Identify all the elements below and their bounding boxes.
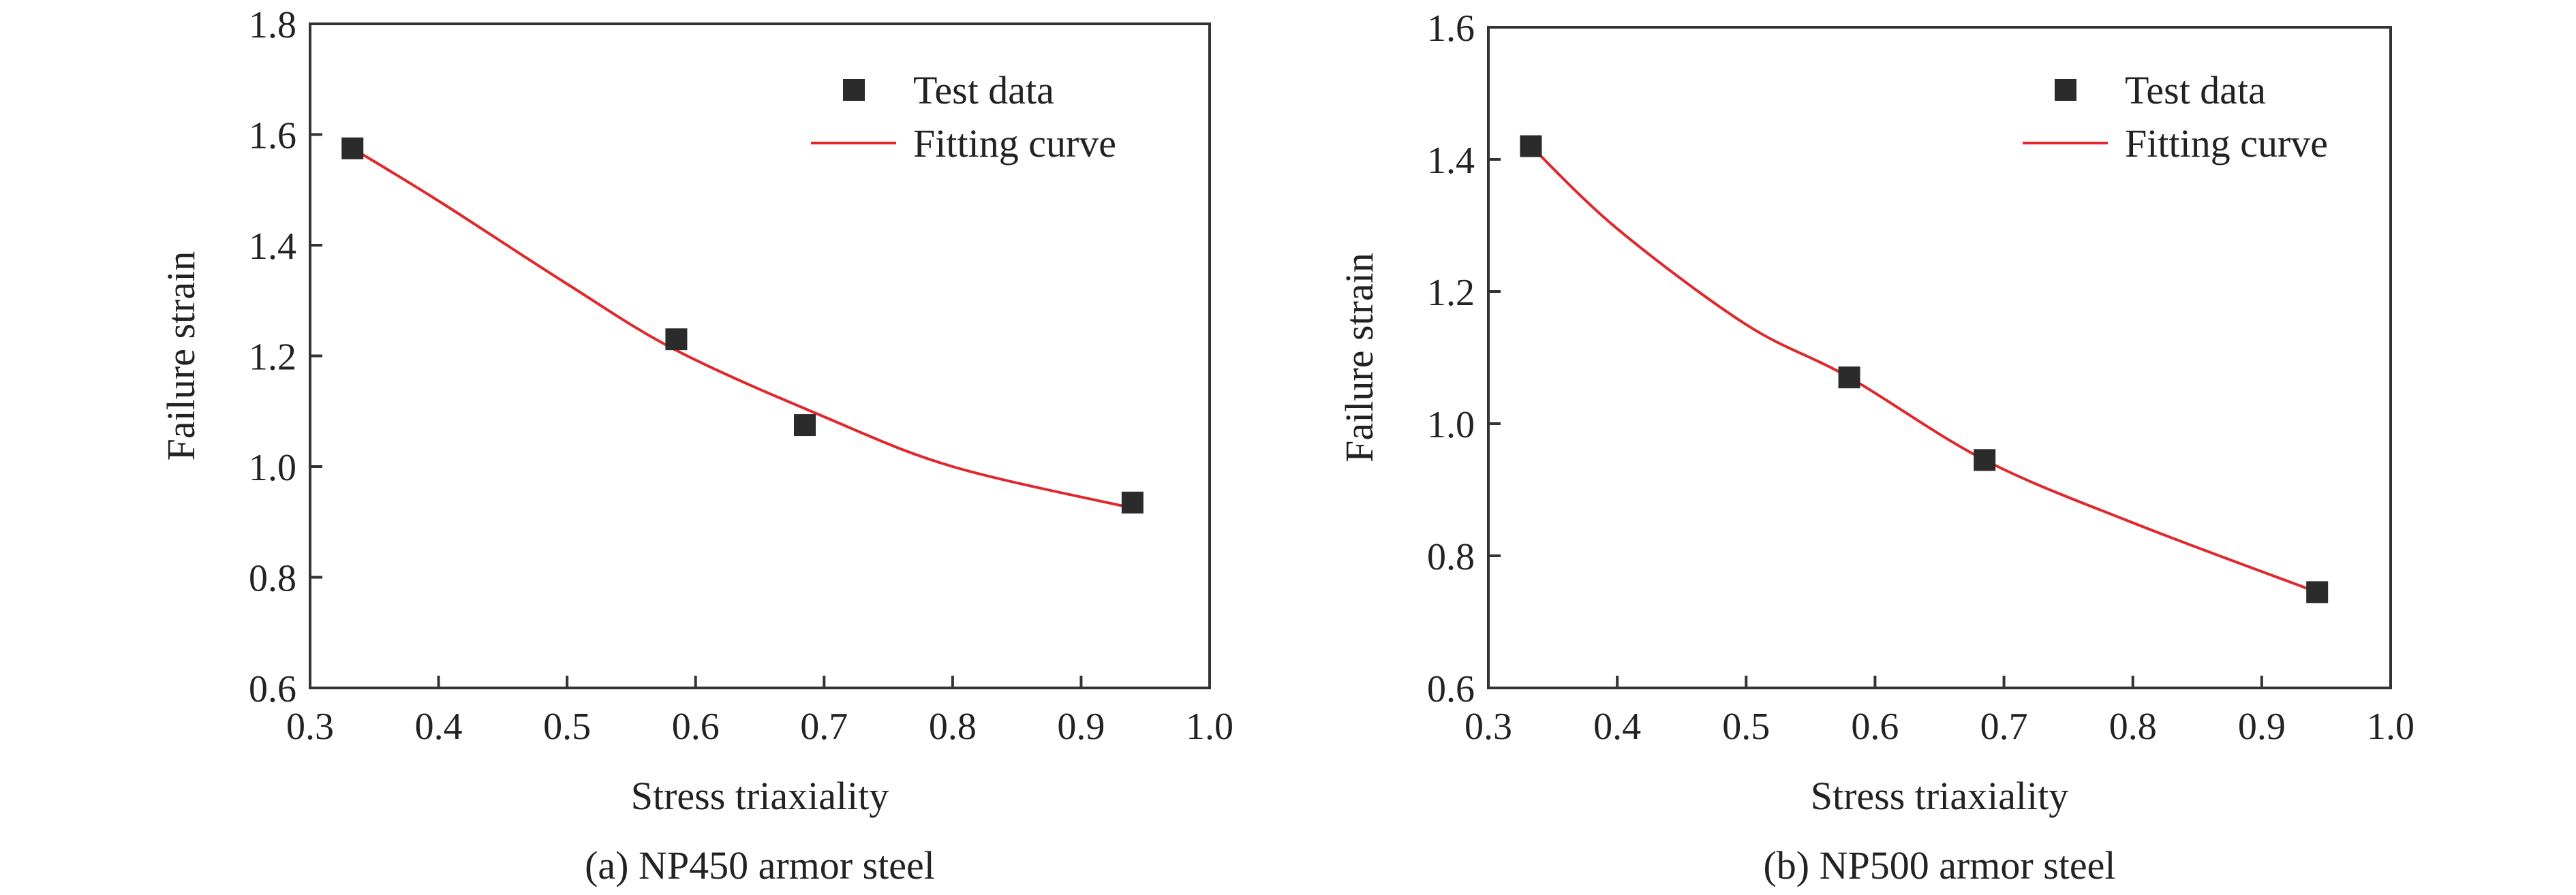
x-tick-label: 0.3 [286, 706, 334, 748]
y-tick-label: 1.4 [1427, 140, 1475, 182]
test-data-point [1974, 449, 1996, 471]
x-tick-label: 0.8 [929, 706, 977, 748]
x-tick-label: 0.4 [1593, 706, 1641, 748]
y-tick-label: 1.6 [1427, 7, 1475, 50]
legend-marker-test-data [843, 79, 865, 101]
y-axis-title: Failure strain [1337, 253, 1381, 462]
x-tick-label: 0.5 [543, 706, 591, 748]
x-tick-label: 0.8 [2109, 706, 2157, 748]
x-tick-label: 0.6 [672, 706, 720, 748]
x-tick-label: 0.9 [1057, 706, 1105, 748]
y-tick-label: 1.6 [249, 115, 296, 157]
y-tick-label: 0.6 [249, 668, 296, 710]
y-tick-label: 1.2 [249, 336, 296, 379]
legend-marker-test-data [2055, 79, 2076, 101]
test-data-point [1838, 366, 1860, 389]
chart-caption: (b) NP500 armor steel [1763, 843, 2115, 888]
plot-frame [1487, 26, 2392, 689]
x-tick-label: 0.6 [1851, 706, 1899, 748]
test-data-point [1121, 491, 1144, 514]
legend-label-test-data: Test data [913, 68, 1054, 112]
chart-a-np450: 0.3 0.4 0.5 0.6 0.7 0.8 0.9 1.0 0.6 0.8 1.0 1.2 1.4 1… [159, 4, 1233, 888]
y-axis-title: Failure strain [159, 251, 203, 461]
test-data-point [1520, 135, 1542, 157]
y-tick-label: 0.6 [1427, 668, 1475, 710]
test-data-point [2306, 581, 2329, 603]
test-data-point [794, 414, 816, 437]
legend-label-fitting-curve: Fitting curve [913, 121, 1116, 166]
x-axis-title: Stress triaxiality [631, 774, 889, 818]
fitting-curve [352, 147, 1133, 509]
x-tick-label: 0.7 [1980, 706, 2028, 748]
legend-label-test-data: Test data [2125, 68, 2266, 112]
chart-b-np500: 0.3 0.4 0.5 0.6 0.7 0.8 0.9 1.0 0.6 0.8 1.0 1.2 1.4 1… [1337, 7, 2414, 888]
x-tick-label: 1.0 [1186, 706, 1233, 748]
test-data-point [341, 137, 364, 159]
y-tick-label: 1.4 [249, 225, 296, 268]
fitting-curve [1530, 145, 2318, 594]
y-tick-label: 1.2 [1427, 272, 1475, 314]
y-tick-label: 0.8 [1427, 536, 1475, 578]
x-tick-label: 0.5 [1722, 706, 1770, 748]
x-tick-label: 1.0 [2367, 706, 2414, 748]
chart-caption: (a) NP450 armor steel [585, 843, 935, 888]
y-tick-label: 1.0 [1427, 404, 1475, 446]
x-axis-title: Stress triaxiality [1811, 774, 2069, 818]
x-tick-label: 0.9 [2238, 706, 2286, 748]
x-tick-label: 0.7 [800, 706, 848, 748]
legend-label-fitting-curve: Fitting curve [2125, 121, 2328, 166]
y-tick-label: 0.8 [249, 558, 296, 600]
y-tick-label: 1.0 [249, 447, 296, 489]
x-tick-label: 0.4 [415, 706, 463, 748]
test-data-point [665, 328, 688, 351]
x-tick-label: 0.3 [1465, 706, 1512, 748]
y-tick-label: 1.8 [249, 4, 296, 46]
